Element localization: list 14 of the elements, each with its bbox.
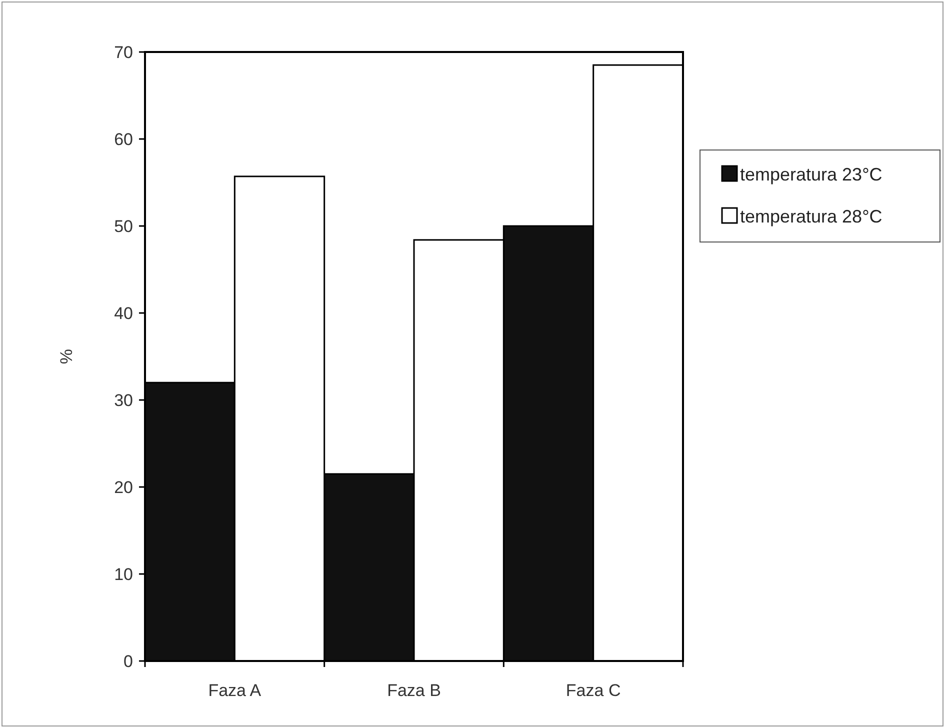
y-tick-label: 10 bbox=[114, 564, 133, 584]
y-tick-label: 40 bbox=[114, 304, 133, 323]
y-tick-label: 20 bbox=[114, 478, 133, 497]
legend-label: temperatura 28°C bbox=[740, 206, 882, 226]
x-tick-label: Faza A bbox=[208, 681, 262, 700]
y-tick-label: 60 bbox=[114, 130, 133, 149]
x-tick-label: Faza B bbox=[387, 681, 441, 700]
legend-label: temperatura 23°C bbox=[740, 164, 882, 184]
y-tick-label: 30 bbox=[114, 390, 133, 410]
y-tick-label: 70 bbox=[114, 42, 133, 62]
y-tick-label: 0 bbox=[124, 652, 133, 671]
y-tick-label: 50 bbox=[114, 216, 133, 236]
x-tick-label: Faza C bbox=[566, 681, 621, 700]
y-axis-title: % bbox=[57, 348, 76, 364]
